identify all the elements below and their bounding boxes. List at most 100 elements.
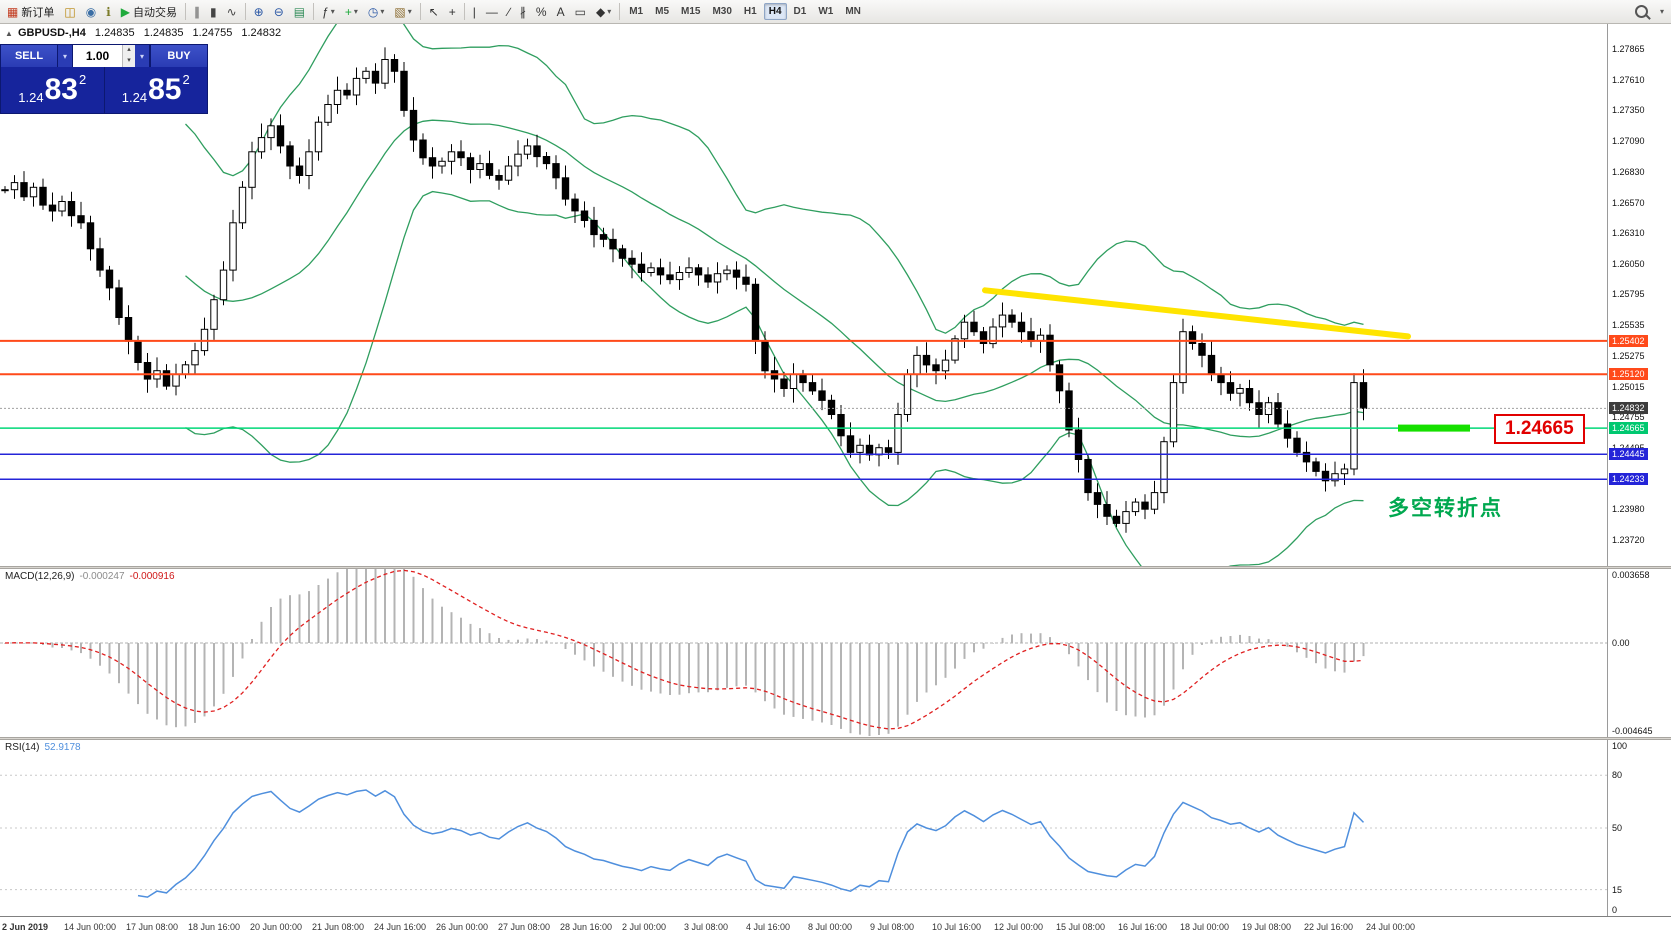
timeframe-button-mn[interactable]: MN [845, 6, 861, 17]
add-indicator-icon: + [344, 4, 352, 19]
main-chart-pane[interactable]: ▲ GBPUSD-,H4 1.24835 1.24835 1.24755 1.2… [0, 24, 1671, 566]
periods-button[interactable]: ◷ ▾ [364, 1, 389, 23]
buy-options-dropdown[interactable]: ▾ [135, 45, 150, 67]
search-icon [1634, 5, 1648, 18]
timeframe-button-m1[interactable]: M1 [629, 6, 644, 17]
sell-options-dropdown[interactable]: ▾ [58, 45, 73, 67]
label-button[interactable]: ▭ [571, 1, 590, 23]
trendline-button[interactable]: ∕ [504, 1, 514, 23]
macd-value-signal: -0.000916 [129, 571, 175, 582]
price-badge-1.24445: 1.24445 [1609, 448, 1648, 460]
rsi-scale-label: 15 [1612, 885, 1623, 895]
autotrading-button[interactable]: ▶ 自动交易 [117, 1, 181, 23]
time-axis-label: 24 Jul 00:00 [1366, 922, 1416, 932]
new-order-button[interactable]: ▦ 新订单 [3, 1, 58, 23]
buy-button[interactable]: BUY [150, 45, 207, 67]
price-scale-label: 1.27350 [1612, 105, 1645, 115]
rsi-chart[interactable] [0, 740, 1607, 916]
turning-point-annotation[interactable]: 多空转折点 [1388, 497, 1503, 520]
crosshair-icon: + [448, 4, 456, 19]
price-scale[interactable]: 1.27865 1.27610 1.27350 1.27090 1.26830 1.265… [1607, 24, 1671, 566]
rsi-scale-label: 100 [1612, 741, 1628, 751]
spinner-up-icon[interactable]: ▴ [123, 45, 135, 56]
price-scale-label: 1.25275 [1612, 351, 1645, 361]
macd-label: MACD(12,26,9) -0.000247 -0.000916 [5, 571, 175, 582]
spinner-down-icon[interactable]: ▾ [123, 56, 135, 67]
timeframe-button-h4[interactable]: H4 [763, 3, 787, 20]
toolbar: ▦ 新订单 ◫ ◉ ℹ ▶ 自动交易 ∥ ▮ ∿ ⊕ ⊖ ▤ ƒ ▾ + ▾ ◷ ▾ ▧ ▾ ↖ + | — ∕ ∦% A ▭ ◆ ▾ M1 M… [0, 0, 1671, 24]
chart-window-button[interactable]: ◫ [60, 1, 79, 23]
price-scale-label: 1.24755 [1612, 412, 1645, 422]
timeframe-button-d1[interactable]: D1 [793, 6, 807, 17]
vertical-line-icon: | [472, 4, 476, 19]
candlestick-button[interactable]: ▮ [206, 1, 221, 23]
profiles-button[interactable]: ◉ [82, 1, 100, 23]
zoom-in-button[interactable]: ⊕ [250, 1, 268, 23]
time-axis-label: 17 Jun 08:00 [126, 922, 179, 932]
timeframe-button-m5[interactable]: M5 [655, 6, 670, 17]
toolbar-separator [419, 3, 421, 20]
new-order-button-label: 新订单 [21, 6, 55, 19]
templates-button[interactable]: ▧ ▾ [390, 1, 415, 23]
toolbar-more-button[interactable]: ▾ [1654, 1, 1668, 23]
timeframe-button-w1[interactable]: W1 [818, 6, 834, 17]
horizontal-line-button[interactable]: — [482, 1, 502, 23]
vertical-line-button[interactable]: | [469, 1, 480, 23]
shapes-button[interactable]: ◆ ▾ [592, 1, 615, 23]
sell-price[interactable]: 1.24 83 2 [1, 67, 104, 113]
buy-price-main: 1.24 [121, 90, 148, 105]
channel-button[interactable]: ∦ [516, 1, 530, 23]
rsi-pane[interactable]: RSI(14) 52.9178 100 80 50 15 0 [0, 740, 1671, 916]
text-button[interactable]: A [553, 1, 569, 23]
crosshair-button[interactable]: + [445, 1, 460, 23]
ohlc-high: 1.24835 [143, 27, 184, 39]
price-level-callout[interactable]: 1.24665 [1494, 414, 1585, 444]
volume-spinner[interactable]: ▴ ▾ [122, 45, 135, 67]
autotrading-icon: ▶ [120, 4, 130, 19]
fibonacci-button[interactable]: % [532, 1, 551, 23]
time-axis-label: 12 Jul 00:00 [994, 922, 1044, 932]
macd-chart[interactable] [0, 569, 1607, 737]
line-chart-button[interactable]: ∿ [223, 1, 241, 23]
chart-header: ▲ GBPUSD-,H4 1.24835 1.24835 1.24755 1.2… [5, 27, 281, 39]
pane-separator[interactable] [0, 737, 1671, 740]
bar-chart-button[interactable]: ∥ [190, 1, 204, 23]
price-scale-label: 1.26570 [1612, 198, 1645, 208]
sell-button[interactable]: SELL [1, 45, 58, 67]
volume-value: 1.00 [85, 49, 110, 63]
timeframe-button-m30[interactable]: M30 [712, 6, 732, 17]
tile-windows-button[interactable]: ▤ [290, 1, 309, 23]
zoom-out-icon: ⊖ [273, 4, 284, 19]
line-chart-icon: ∿ [226, 4, 237, 19]
search-button[interactable] [1631, 1, 1652, 23]
toolbar-right-group: ▾ [1630, 1, 1669, 23]
chevron-down-icon: ▾ [380, 7, 385, 16]
macd-pane[interactable]: MACD(12,26,9) -0.000247 -0.000916 0.003658… [0, 569, 1671, 737]
macd-value-main: -0.000247 [79, 571, 125, 582]
add-indicator-button[interactable]: + ▾ [341, 1, 362, 23]
cursor-button[interactable]: ↖ [425, 1, 443, 23]
sell-price-sup: 2 [78, 72, 87, 87]
timeframe-button-m15[interactable]: M15 [681, 6, 701, 17]
zoom-out-button[interactable]: ⊖ [270, 1, 288, 23]
volume-field[interactable]: 1.00 ▴ ▾ [73, 45, 135, 67]
pane-separator[interactable] [0, 566, 1671, 569]
price-scale-label: 1.26050 [1612, 259, 1645, 269]
collapse-triangle-icon[interactable]: ▲ [5, 29, 13, 38]
timeframe-button-h1[interactable]: H1 [743, 6, 757, 17]
zoom-in-icon: ⊕ [253, 4, 264, 19]
indicators-button[interactable]: ƒ ▾ [318, 1, 339, 23]
shapes-icon: ◆ [595, 4, 606, 19]
rsi-label: RSI(14) 52.9178 [5, 742, 81, 753]
horizontal-line-icon: — [485, 4, 498, 19]
macd-scale[interactable]: 0.003658 0.00 -0.004645 [1607, 569, 1671, 737]
info-button[interactable]: ℹ [102, 1, 115, 23]
candlestick-chart[interactable] [0, 24, 1607, 566]
buy-price-sup: 2 [182, 72, 190, 87]
time-axis[interactable]: 2 Jun 2019 14 Jun 00:00 17 Jun 08:00 18 Jun… [0, 916, 1671, 946]
autotrading-button-label: 自动交易 [132, 6, 177, 19]
buy-price[interactable]: 1.24 85 2 [105, 67, 208, 113]
rsi-scale[interactable]: 100 80 50 15 0 [1607, 740, 1671, 916]
time-axis-label: 4 Jul 16:00 [746, 922, 791, 932]
